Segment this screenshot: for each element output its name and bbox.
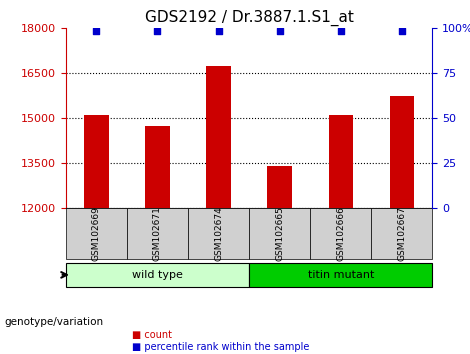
Text: GSM102671: GSM102671: [153, 206, 162, 261]
FancyBboxPatch shape: [371, 208, 432, 259]
Point: [93, 28, 100, 34]
Text: GSM102674: GSM102674: [214, 206, 223, 261]
FancyBboxPatch shape: [249, 208, 310, 259]
Title: GDS2192 / Dr.3887.1.S1_at: GDS2192 / Dr.3887.1.S1_at: [145, 9, 353, 25]
Bar: [206, 66, 231, 208]
Point: [215, 28, 222, 34]
FancyBboxPatch shape: [188, 208, 249, 259]
Bar: [84, 115, 109, 208]
Bar: [267, 166, 292, 208]
Point: [398, 28, 406, 34]
Text: ■ percentile rank within the sample: ■ percentile rank within the sample: [132, 342, 309, 352]
FancyBboxPatch shape: [310, 208, 371, 259]
Point: [154, 28, 161, 34]
Point: [276, 28, 283, 34]
Point: [337, 28, 345, 34]
Bar: [390, 96, 414, 208]
Text: wild type: wild type: [132, 270, 183, 280]
FancyBboxPatch shape: [66, 208, 127, 259]
FancyBboxPatch shape: [66, 263, 249, 287]
FancyBboxPatch shape: [127, 208, 188, 259]
Text: GSM102665: GSM102665: [275, 206, 284, 261]
Text: GSM102667: GSM102667: [397, 206, 407, 261]
Bar: [145, 126, 170, 208]
Text: ■ count: ■ count: [132, 330, 172, 339]
Bar: [329, 115, 353, 208]
Text: GSM102666: GSM102666: [336, 206, 345, 261]
Text: genotype/variation: genotype/variation: [5, 317, 104, 327]
Text: titin mutant: titin mutant: [307, 270, 374, 280]
Text: GSM102669: GSM102669: [92, 206, 101, 261]
FancyBboxPatch shape: [249, 263, 432, 287]
